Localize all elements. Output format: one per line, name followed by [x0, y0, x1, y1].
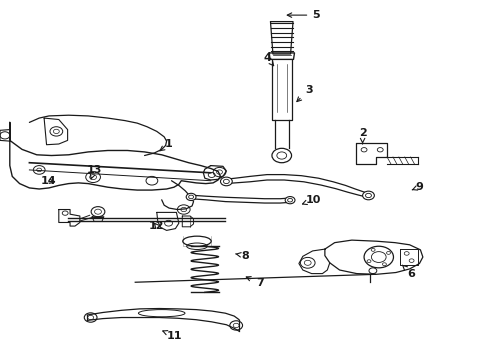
- Text: 4: 4: [263, 53, 274, 66]
- Circle shape: [285, 197, 295, 204]
- Text: 2: 2: [359, 128, 367, 144]
- Text: 8: 8: [236, 251, 249, 261]
- Circle shape: [220, 177, 232, 186]
- Text: 6: 6: [403, 265, 416, 279]
- Text: 9: 9: [412, 182, 423, 192]
- Text: 11: 11: [163, 330, 182, 341]
- Circle shape: [363, 191, 374, 200]
- Text: 3: 3: [297, 85, 313, 102]
- Text: 10: 10: [302, 195, 321, 205]
- Text: 12: 12: [149, 221, 165, 231]
- Text: 13: 13: [86, 165, 102, 179]
- Text: 14: 14: [40, 176, 56, 186]
- Circle shape: [186, 193, 196, 201]
- Text: 7: 7: [246, 276, 264, 288]
- Text: 5: 5: [287, 10, 320, 20]
- Text: 1: 1: [160, 139, 173, 151]
